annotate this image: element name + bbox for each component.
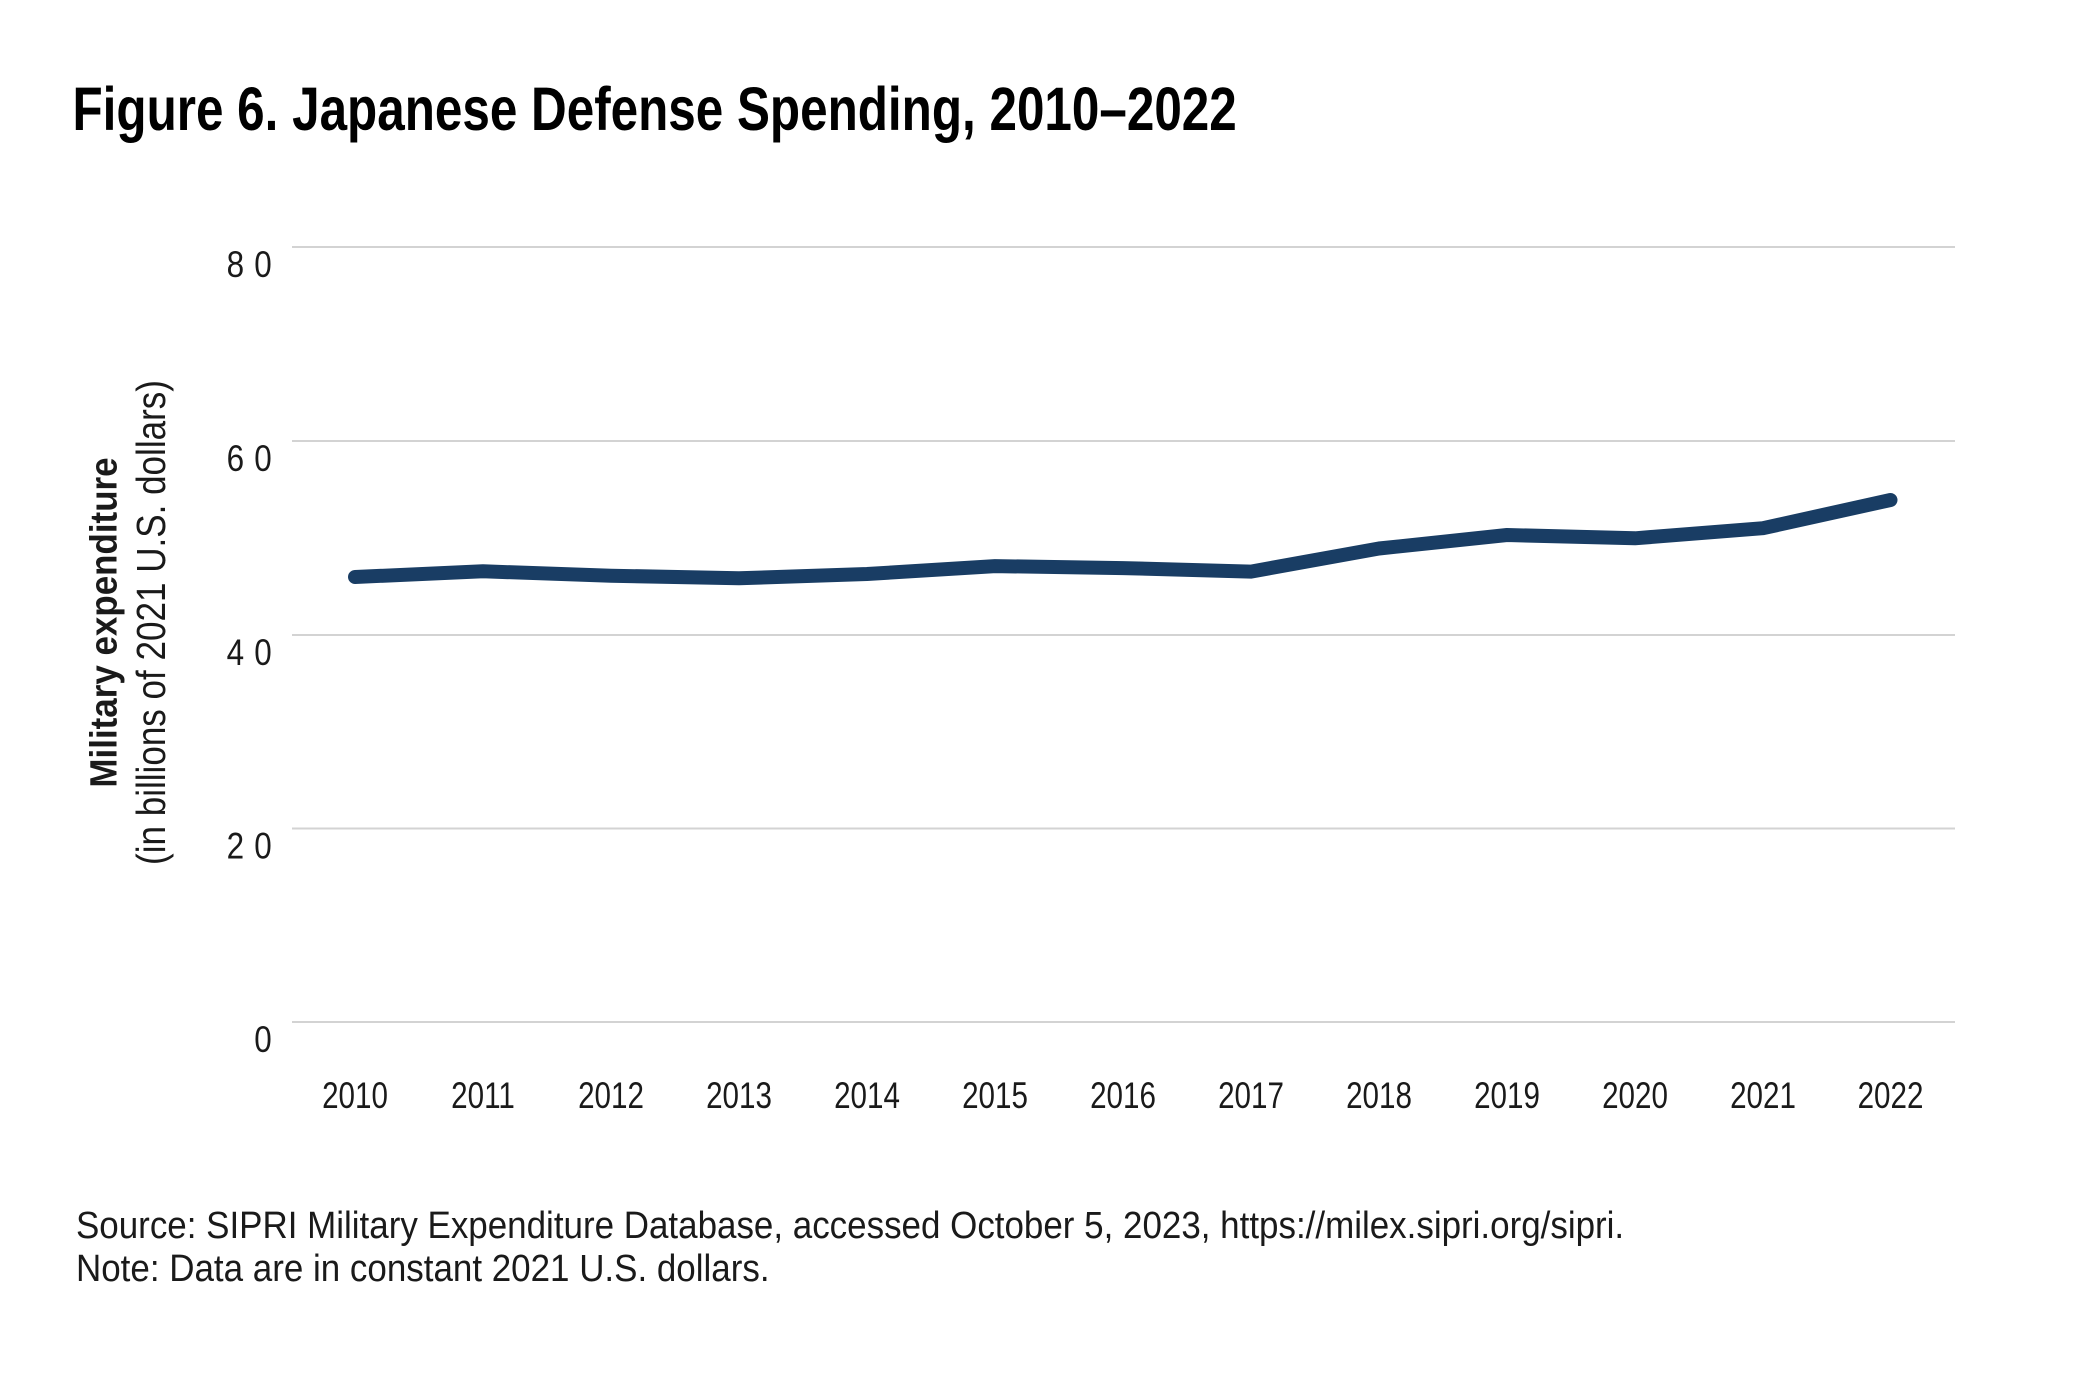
- svg-text:2011: 2011: [451, 1076, 515, 1117]
- svg-text:2014: 2014: [834, 1076, 900, 1117]
- svg-text:Source: SIPRI Military Expendi: Source: SIPRI Military Expenditure Datab…: [76, 1204, 1624, 1247]
- svg-text:2022: 2022: [1858, 1076, 1924, 1117]
- svg-text:Note: Data are in constant 202: Note: Data are in constant 2021 U.S. dol…: [76, 1247, 770, 1290]
- svg-text:80: 80: [227, 245, 282, 286]
- svg-text:2015: 2015: [962, 1076, 1028, 1117]
- svg-text:40: 40: [227, 633, 282, 674]
- svg-text:0: 0: [254, 1020, 282, 1061]
- svg-text:2017: 2017: [1218, 1076, 1284, 1117]
- svg-text:2010: 2010: [322, 1076, 388, 1117]
- svg-text:2012: 2012: [578, 1076, 644, 1117]
- svg-text:2021: 2021: [1730, 1076, 1796, 1117]
- svg-text:Military expenditure: Military expenditure: [82, 457, 125, 787]
- svg-text:2018: 2018: [1346, 1076, 1412, 1117]
- svg-text:20: 20: [227, 826, 282, 867]
- svg-text:(in billions of 2021 U.S. doll: (in billions of 2021 U.S. dollars): [128, 380, 174, 865]
- svg-text:Figure 6. Japanese Defense Spe: Figure 6. Japanese Defense Spending, 201…: [73, 75, 1237, 143]
- svg-text:2020: 2020: [1602, 1076, 1668, 1117]
- svg-text:2013: 2013: [706, 1076, 772, 1117]
- svg-text:2019: 2019: [1474, 1076, 1540, 1117]
- svg-text:60: 60: [227, 439, 282, 480]
- svg-text:2016: 2016: [1090, 1076, 1156, 1117]
